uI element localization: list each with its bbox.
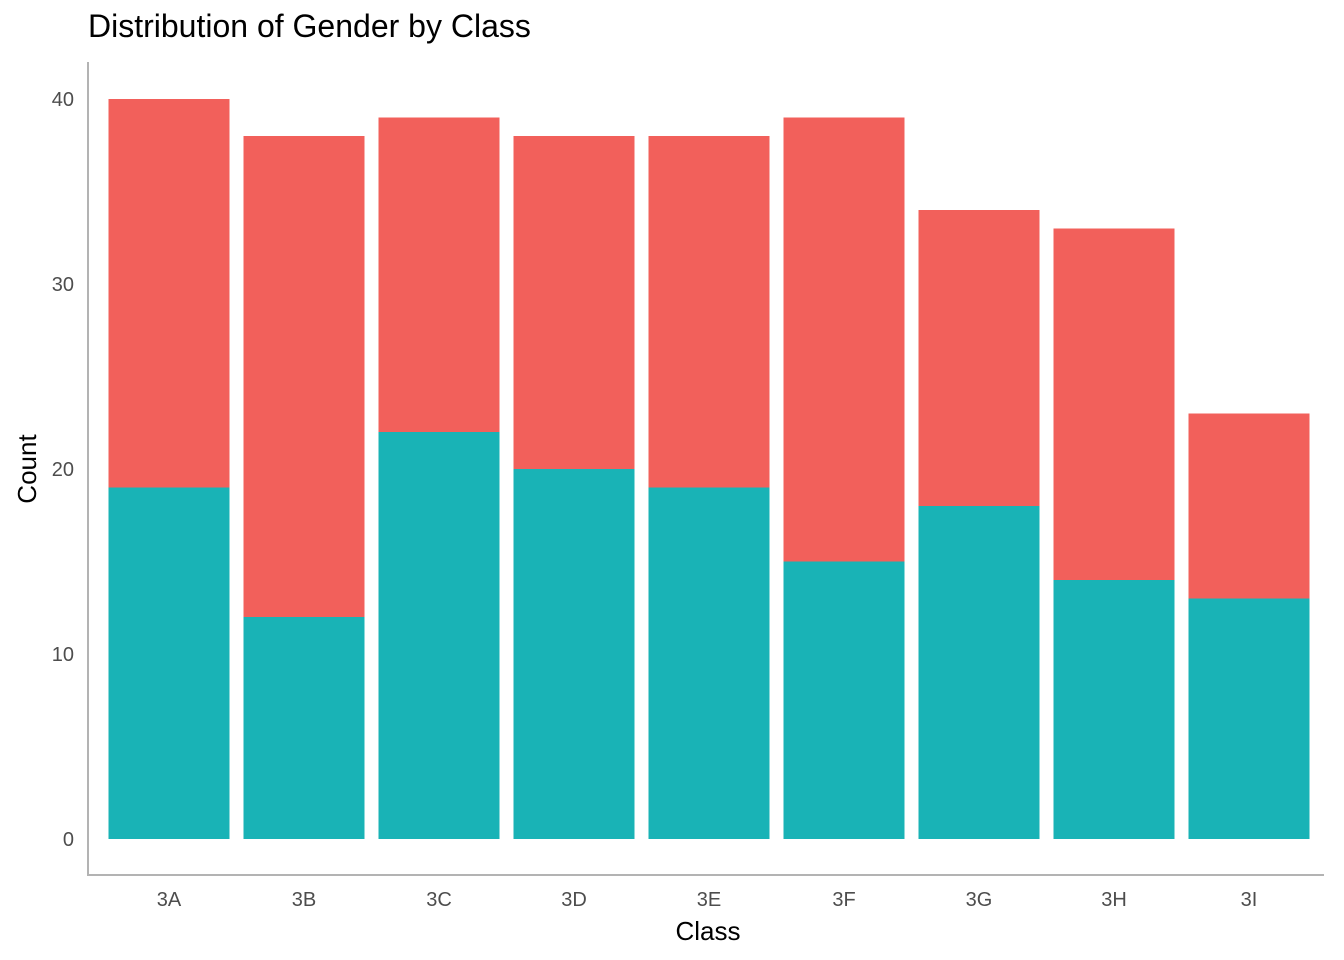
bar-3d-series-2 — [513, 136, 635, 469]
x-tick-label-3a: 3A — [157, 889, 182, 911]
x-tick-label-3d: 3D — [561, 889, 587, 911]
y-axis-ticks: 0 10 20 30 40 — [52, 89, 74, 851]
bar-3e-series-2 — [648, 136, 770, 488]
bar-3h-series-1 — [1053, 580, 1175, 839]
bar-3b-series-2 — [243, 136, 365, 617]
bar-3c-series-1 — [378, 432, 500, 839]
bar-3f-series-2 — [783, 117, 905, 562]
bar-3b-series-1 — [243, 617, 365, 839]
y-tick-label-20: 20 — [52, 459, 74, 481]
bar-3g-series-1 — [918, 506, 1040, 839]
y-tick-label-0: 0 — [63, 829, 74, 851]
y-tick-label-40: 40 — [52, 89, 74, 111]
x-tick-label-3f: 3F — [832, 889, 855, 911]
bar-3i-series-2 — [1188, 413, 1310, 599]
x-tick-label-3i: 3I — [1241, 889, 1258, 911]
bar-3h-series-2 — [1053, 228, 1175, 580]
y-axis-title: Count — [12, 434, 42, 504]
chart-title: Distribution of Gender by Class — [88, 8, 531, 44]
bar-3a-series-1 — [108, 487, 230, 839]
bars-group — [108, 99, 1310, 839]
x-tick-label-3g: 3G — [966, 889, 993, 911]
bar-3i-series-1 — [1188, 598, 1310, 839]
y-tick-label-30: 30 — [52, 274, 74, 296]
x-tick-label-3b: 3B — [292, 889, 316, 911]
x-tick-label-3e: 3E — [697, 889, 721, 911]
x-axis-ticks: 3A 3B 3C 3D 3E 3F 3G 3H 3I — [157, 889, 1258, 911]
bar-3f-series-1 — [783, 561, 905, 839]
x-tick-label-3h: 3H — [1101, 889, 1127, 911]
bar-3g-series-2 — [918, 210, 1040, 506]
bar-3d-series-1 — [513, 469, 635, 839]
bar-3c-series-2 — [378, 117, 500, 432]
y-tick-label-10: 10 — [52, 644, 74, 666]
x-tick-label-3c: 3C — [426, 889, 452, 911]
bar-3a-series-2 — [108, 99, 230, 488]
bar-3e-series-1 — [648, 487, 770, 839]
x-axis-title: Class — [675, 916, 740, 946]
